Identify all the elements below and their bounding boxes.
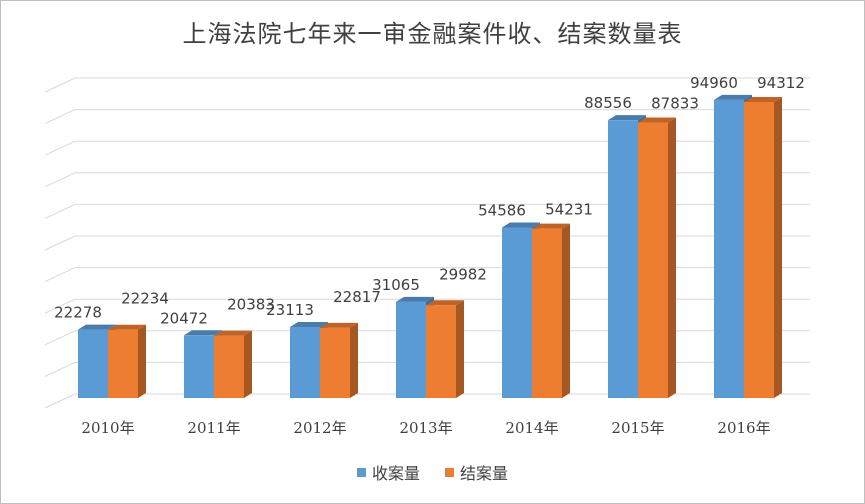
gridline-left: [44, 361, 76, 377]
bar-side: [138, 324, 146, 398]
x-tick-label: 2014年: [505, 419, 558, 437]
bar-received: [290, 326, 320, 398]
bar-top: [78, 324, 116, 330]
gridline-left: [44, 172, 76, 188]
bar-received: [502, 227, 532, 398]
bar-closed: [108, 329, 138, 398]
data-label: 88556: [584, 94, 632, 112]
gridline-left: [44, 235, 76, 251]
bar-top: [744, 96, 782, 102]
x-tick-label: 2011年: [187, 419, 240, 437]
data-label: 22278: [54, 304, 102, 322]
x-tick-label: 2013年: [399, 419, 452, 437]
bar-side: [668, 117, 676, 398]
bar-top: [638, 117, 676, 123]
bar-top: [396, 296, 434, 302]
bar-top: [532, 223, 570, 229]
gridline-left: [44, 393, 76, 409]
bar-side: [774, 96, 782, 398]
x-tick-label: 2012年: [293, 419, 346, 437]
bar-closed: [744, 101, 774, 398]
bar-top: [290, 321, 328, 327]
gridline-left: [44, 203, 76, 219]
bar-closed: [638, 122, 668, 398]
gridline-left: [44, 140, 76, 156]
bar-closed: [532, 228, 562, 398]
bar-top: [714, 94, 752, 100]
gridline-left: [44, 298, 76, 314]
bar-received: [714, 99, 744, 399]
bar-closed: [320, 327, 350, 398]
bar-side: [350, 322, 358, 398]
legend-label-closed: 结案量: [460, 464, 509, 483]
bar-side: [562, 223, 570, 398]
gridline-left: [44, 77, 76, 93]
bar-closed: [426, 305, 456, 398]
data-label: 20472: [160, 309, 208, 327]
data-label: 20383: [227, 296, 275, 314]
data-label: 54231: [545, 201, 593, 219]
bar-received: [78, 329, 108, 398]
bar-side: [244, 330, 252, 398]
x-tick-label: 2010年: [81, 419, 134, 437]
bar-side: [456, 300, 464, 398]
data-label: 22817: [333, 288, 381, 306]
bar-received: [608, 120, 638, 399]
data-label: 29982: [439, 265, 487, 283]
bar-top: [426, 300, 464, 306]
data-label: 87833: [651, 94, 699, 112]
gridline-left: [44, 267, 76, 283]
x-tick-label: 2015年: [611, 419, 664, 437]
legend-label-received: 收案量: [371, 464, 420, 483]
bar-received: [184, 335, 214, 398]
chart-title: 上海法院七年来一审金融案件收、结案数量表: [182, 20, 683, 48]
legend-item-closed: 结案量: [445, 460, 508, 484]
bar-top: [108, 324, 146, 330]
bar-top: [214, 330, 252, 336]
data-label: 94312: [757, 74, 805, 92]
bar-closed: [214, 335, 244, 398]
gridline-left: [44, 109, 76, 125]
bar-top: [608, 115, 646, 121]
legend-swatch-received: [356, 467, 366, 477]
bar-top: [502, 222, 540, 228]
bar-top: [320, 322, 358, 328]
data-label: 54586: [478, 202, 526, 220]
data-label: 22234: [121, 290, 169, 308]
data-label: 31065: [372, 276, 420, 294]
legend: 收案量 结案量: [0, 460, 865, 484]
gridline-left: [44, 330, 76, 346]
data-label: 94960: [690, 74, 738, 92]
bar-top: [184, 330, 222, 336]
x-tick-label: 2016年: [717, 419, 770, 437]
legend-item-received: 收案量: [356, 460, 420, 484]
bar-received: [396, 301, 426, 398]
data-label: 23113: [266, 301, 314, 319]
legend-swatch-closed: [445, 467, 455, 477]
